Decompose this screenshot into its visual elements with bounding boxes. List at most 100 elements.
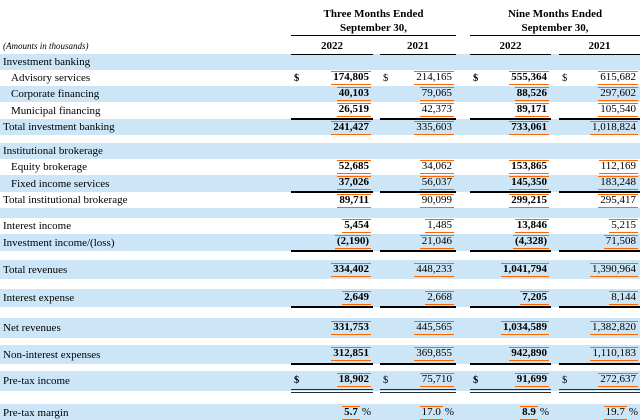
tagged-value: 19.7 [603, 406, 627, 420]
value-cell: 331,753 [305, 318, 373, 338]
currency-symbol-cell [380, 318, 394, 338]
column-gap [551, 35, 559, 54]
tagged-value: 105,540 [598, 103, 639, 117]
tagged-value: 448,233 [414, 262, 455, 277]
table-header: Three Months Ended Nine Months Ended Sep… [0, 0, 640, 55]
column-gap [551, 159, 559, 175]
column-gap [373, 371, 380, 391]
currency-symbol-cell: $ [559, 371, 574, 393]
row-label: Corporate financing [11, 88, 100, 100]
column-gap [456, 102, 470, 119]
tagged-value: 37,026 [336, 176, 371, 190]
column-gap [456, 371, 470, 391]
value-cell: (4,328) [484, 234, 552, 252]
value-cell: 183,248 [573, 175, 640, 193]
row-filler [291, 208, 640, 218]
row-label: Total investment banking [3, 121, 115, 133]
value-cell: 299,215 [484, 192, 551, 208]
table-row: Pre-tax margin 5.7% 17.0% 8.9% 19.7% [0, 404, 640, 420]
table-row: Corporate financing 40,103 79,065 88,526 297… [0, 86, 640, 102]
value-cell: 79,065 [394, 86, 456, 102]
tagged-value: 1,485 [425, 219, 455, 233]
value-cell: 8.9% [484, 404, 551, 420]
value-cell: 555,364 [484, 70, 551, 86]
column-gap [551, 345, 559, 364]
value-cell: 7,205 [484, 289, 552, 308]
tagged-value: 174,805 [331, 71, 371, 85]
currency-symbol-cell [380, 86, 394, 102]
table-row: Non-interest expenses 312,851 369,855 942,8… [0, 345, 640, 365]
currency-symbol-cell: $ [294, 72, 300, 84]
column-gap [551, 70, 559, 86]
value-cell: 1,018,824 [573, 119, 640, 135]
section-header-row: Institutional brokerage [0, 143, 640, 159]
currency-symbol-cell [470, 218, 484, 234]
value-cell: 335,603 [394, 119, 456, 135]
tagged-value: 88,526 [514, 87, 550, 101]
column-gap [551, 318, 559, 338]
tagged-value: 555,364 [509, 71, 550, 85]
value-cell: 312,851 [305, 345, 373, 365]
currency-symbol-cell [470, 159, 484, 175]
value-cell: 19.7% [573, 404, 640, 420]
currency-symbol-cell [559, 119, 573, 135]
currency-symbol-cell [291, 119, 305, 135]
value-cell: 5.7% [305, 404, 373, 420]
table-row: Interest income 5,454 1,485 13,846 5,215 [0, 218, 640, 234]
tagged-value: 8,144 [609, 290, 639, 305]
row-label: Pre-tax income [3, 375, 70, 387]
column-gap [551, 86, 559, 102]
value-cell: 1,034,589 [484, 318, 551, 338]
currency-symbol-cell [291, 175, 305, 193]
value-cell: 18,902 [305, 371, 373, 393]
row-label: Pre-tax margin [3, 407, 69, 419]
currency-symbol-cell [470, 260, 484, 279]
currency-symbol-cell [380, 345, 394, 365]
tagged-value: 1,041,794 [501, 262, 550, 277]
row-label [0, 364, 291, 371]
column-gap [456, 0, 470, 20]
row-label: Municipal financing [11, 104, 101, 117]
value-cell: 21,046 [394, 234, 457, 252]
column-gap [456, 289, 470, 307]
currency-symbol-cell [380, 260, 394, 279]
spacer-row [0, 208, 640, 218]
column-gap [373, 318, 380, 338]
period-group-title-three-months: Three Months Ended [323, 8, 424, 20]
currency-symbol-cell [291, 404, 305, 420]
value-cell: 369,855 [394, 345, 457, 365]
currency-symbol-cell [559, 218, 573, 234]
period-group-date-nine-months: September 30, [470, 20, 640, 36]
currency-symbol-cell [470, 86, 484, 102]
tagged-value: 615,682 [598, 71, 639, 85]
column-gap [456, 119, 470, 135]
currency-symbol-cell [470, 318, 484, 338]
currency-symbol-cell [559, 86, 573, 102]
currency-symbol-cell [470, 234, 485, 252]
tagged-value: 5,454 [342, 219, 371, 233]
value-cell: 942,890 [484, 345, 552, 365]
tagged-value: 112,169 [598, 160, 639, 174]
column-gap [373, 192, 380, 208]
tagged-value: 2,668 [425, 290, 455, 305]
column-gap [551, 289, 559, 307]
tagged-value: 445,565 [414, 321, 455, 335]
currency-symbol-cell [380, 218, 394, 234]
currency-symbol-cell [470, 102, 485, 120]
value-cell: 241,427 [305, 119, 373, 135]
tagged-value: 145,350 [509, 176, 550, 190]
tagged-value: 7,205 [520, 290, 550, 305]
percent-symbol: % [539, 406, 550, 418]
column-gap [456, 70, 470, 86]
period-group-title-nine-months: Nine Months Ended [507, 8, 603, 20]
column-gap [456, 345, 470, 364]
row-label: Investment income/(loss) [3, 236, 115, 249]
currency-symbol-cell [291, 102, 305, 120]
row-label [0, 338, 291, 345]
tagged-value: 52,685 [336, 160, 371, 174]
tagged-value: 89,171 [514, 103, 550, 117]
tagged-value: 18,902 [336, 373, 371, 387]
column-gap [456, 260, 470, 279]
currency-symbol-cell: $ [562, 72, 568, 84]
value-cell: 40,103 [305, 86, 373, 102]
